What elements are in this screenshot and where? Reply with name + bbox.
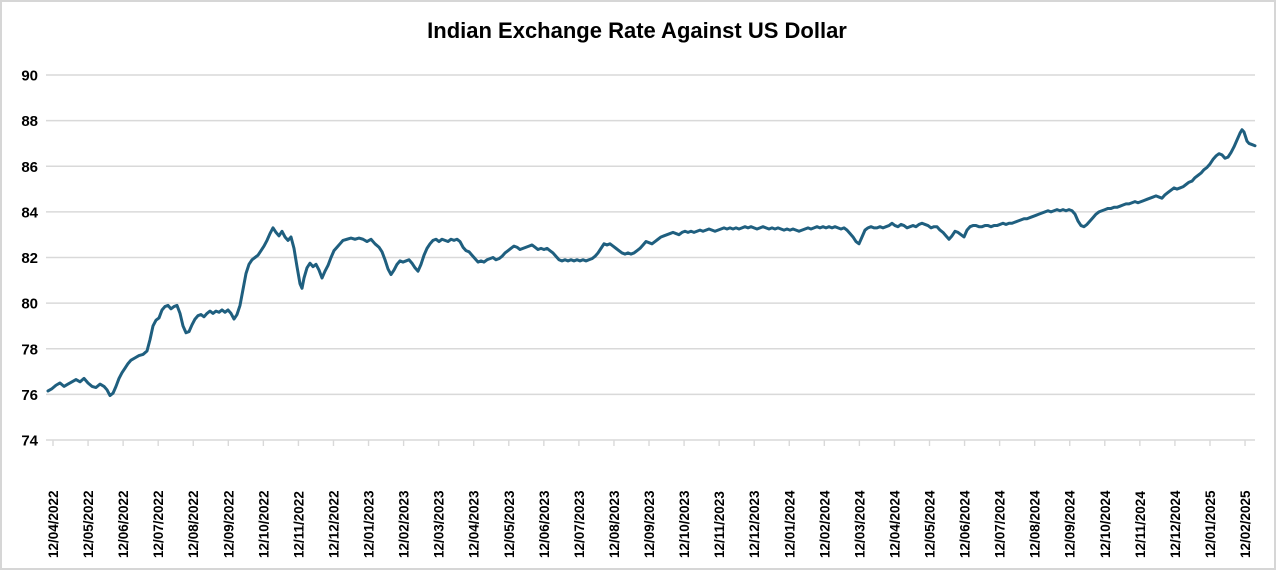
y-tick-label-78: 78 [21, 341, 38, 358]
x-tick-label: 12/12/2022 [326, 490, 341, 558]
x-tick-label: 12/04/2024 [887, 490, 902, 558]
x-tick-label: 12/11/2023 [712, 491, 727, 558]
x-tick-label: 12/02/2025 [1238, 490, 1253, 558]
x-tick-label: 12/12/2023 [747, 490, 762, 558]
x-tick-label: 12/04/2022 [46, 490, 61, 558]
x-tick-label: 12/08/2023 [607, 490, 622, 558]
y-tick-label-74: 74 [21, 433, 38, 450]
x-tick-label: 12/04/2023 [467, 490, 482, 558]
x-tick-label: 12/01/2025 [1203, 490, 1218, 558]
y-tick-label-80: 80 [21, 296, 38, 313]
x-tick-label: 12/03/2023 [432, 490, 447, 558]
x-tick-label: 12/12/2024 [1168, 490, 1183, 558]
x-tick-label: 12/10/2023 [677, 490, 692, 558]
y-tick-label-86: 86 [21, 159, 38, 176]
x-tick-label: 12/07/2023 [572, 490, 587, 558]
x-axis-line-and-ticks [46, 439, 1255, 446]
x-tick-label: 12/06/2022 [116, 490, 131, 558]
y-tick-label-88: 88 [21, 113, 38, 130]
series-line [46, 128, 1257, 398]
x-tick-label: 12/07/2024 [993, 490, 1008, 558]
x-tick-label: 12/05/2022 [81, 490, 96, 558]
chart-title: Indian Exchange Rate Against US Dollar [427, 18, 847, 43]
y-tick-label-82: 82 [21, 250, 38, 267]
y-axis-tick-labels: 74 76 78 80 82 84 86 88 90 [21, 68, 38, 450]
x-tick-label: 12/05/2024 [923, 490, 938, 558]
gridlines [46, 74, 1255, 396]
x-tick-label: 12/01/2024 [782, 490, 797, 558]
y-tick-label-84: 84 [21, 204, 38, 221]
x-tick-label: 12/06/2023 [537, 490, 552, 558]
x-tick-label: 12/10/2024 [1098, 490, 1113, 558]
x-tick-label: 12/09/2022 [221, 490, 236, 558]
x-tick-label: 12/03/2024 [852, 490, 867, 558]
x-tick-label: 12/02/2023 [397, 490, 412, 558]
x-tick-label: 12/09/2023 [642, 490, 657, 558]
x-tick-label: 12/07/2022 [151, 490, 166, 558]
x-tick-label: 12/10/2022 [256, 490, 271, 558]
y-tick-label-76: 76 [21, 387, 38, 404]
x-tick-label: 12/11/2022 [291, 491, 306, 558]
x-tick-label: 12/06/2024 [958, 490, 973, 558]
x-tick-label: 12/05/2023 [502, 490, 517, 558]
x-tick-label: 12/02/2024 [817, 490, 832, 558]
y-tick-label-90: 90 [21, 68, 38, 85]
x-tick-label: 12/01/2023 [362, 490, 377, 558]
x-tick-label: 12/08/2024 [1028, 490, 1043, 558]
x-tick-label: 12/11/2024 [1133, 491, 1148, 558]
x-tick-label: 12/08/2022 [186, 490, 201, 558]
x-axis-tick-labels: 12/04/2022 12/05/2022 12/06/2022 12/07/2022… [46, 490, 1253, 558]
x-tick-label: 12/09/2024 [1063, 490, 1078, 558]
